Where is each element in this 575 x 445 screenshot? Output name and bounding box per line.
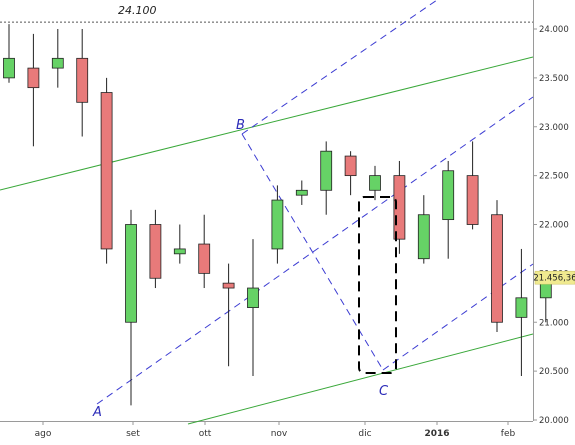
y-tick-label: 20.500: [539, 367, 569, 377]
candle-bullish: [515, 297, 528, 318]
candle-bullish: [369, 175, 381, 191]
x-tick-ott: ott: [199, 429, 212, 439]
x-tick-feb: feb: [501, 429, 516, 439]
x-tick-set: set: [126, 429, 140, 439]
y-tick-label: 22.000: [539, 221, 569, 231]
candle-bearish: [393, 175, 406, 240]
last-price-tag: 21.456,36: [533, 270, 575, 285]
last-price-tag-text: 21.456,36: [533, 274, 575, 284]
candle-bearish: [198, 243, 211, 274]
candle-bullish: [51, 57, 64, 69]
y-tick-label: 20.000: [539, 416, 569, 426]
point-label-c: C: [379, 384, 389, 399]
candle-bearish: [100, 92, 113, 250]
point-label-a: A: [92, 405, 102, 420]
candle-bearish: [76, 57, 89, 103]
upper-trend-line: [0, 56, 534, 191]
candle-bearish: [344, 155, 357, 177]
channel-line-bottom: [382, 263, 534, 371]
last-price-tag-box: [534, 270, 575, 285]
x-tick-nov: nov: [271, 429, 288, 439]
candle-bullish: [3, 57, 15, 79]
y-tick-label: 23.000: [539, 123, 569, 133]
candles-group: [3, 24, 552, 406]
channel-line-middle: [96, 96, 534, 405]
candle-bearish: [222, 282, 235, 289]
x-tick-2016: 2016: [424, 429, 449, 439]
candle-bearish: [466, 175, 479, 225]
y-tick-label: 21.000: [539, 318, 569, 328]
candle-bullish: [271, 199, 284, 250]
y-tick-label: 23.500: [539, 74, 569, 84]
lower-trend-line: [187, 333, 534, 425]
x-tick-dic: dic: [358, 429, 371, 439]
x-tick-ago: ago: [35, 429, 52, 439]
highlight-box: [358, 196, 397, 374]
candle-bullish: [442, 170, 455, 221]
candle-bullish: [247, 287, 259, 308]
y-axis-ticks: 24.00023.50023.00022.50022.00021.50021.0…: [533, 25, 569, 426]
candle-bullish: [173, 248, 186, 255]
candle-bearish: [491, 214, 503, 323]
candle-bearish: [27, 67, 40, 89]
candle-bullish: [125, 224, 137, 323]
x-axis-ticks: ago set ott nov dic 2016 feb: [35, 421, 516, 439]
line-b-to-c: [241, 133, 384, 371]
channel-line-top: [241, 0, 438, 135]
y-tick-label: 24.000: [539, 25, 569, 35]
candle-bullish: [417, 214, 430, 260]
candle-bullish: [320, 150, 333, 191]
candle-bullish: [295, 189, 308, 196]
y-tick-label: 22.500: [539, 172, 569, 182]
reference-line-label: 24.100: [118, 4, 157, 17]
point-label-b: B: [236, 118, 245, 133]
candle-bearish: [149, 224, 162, 279]
